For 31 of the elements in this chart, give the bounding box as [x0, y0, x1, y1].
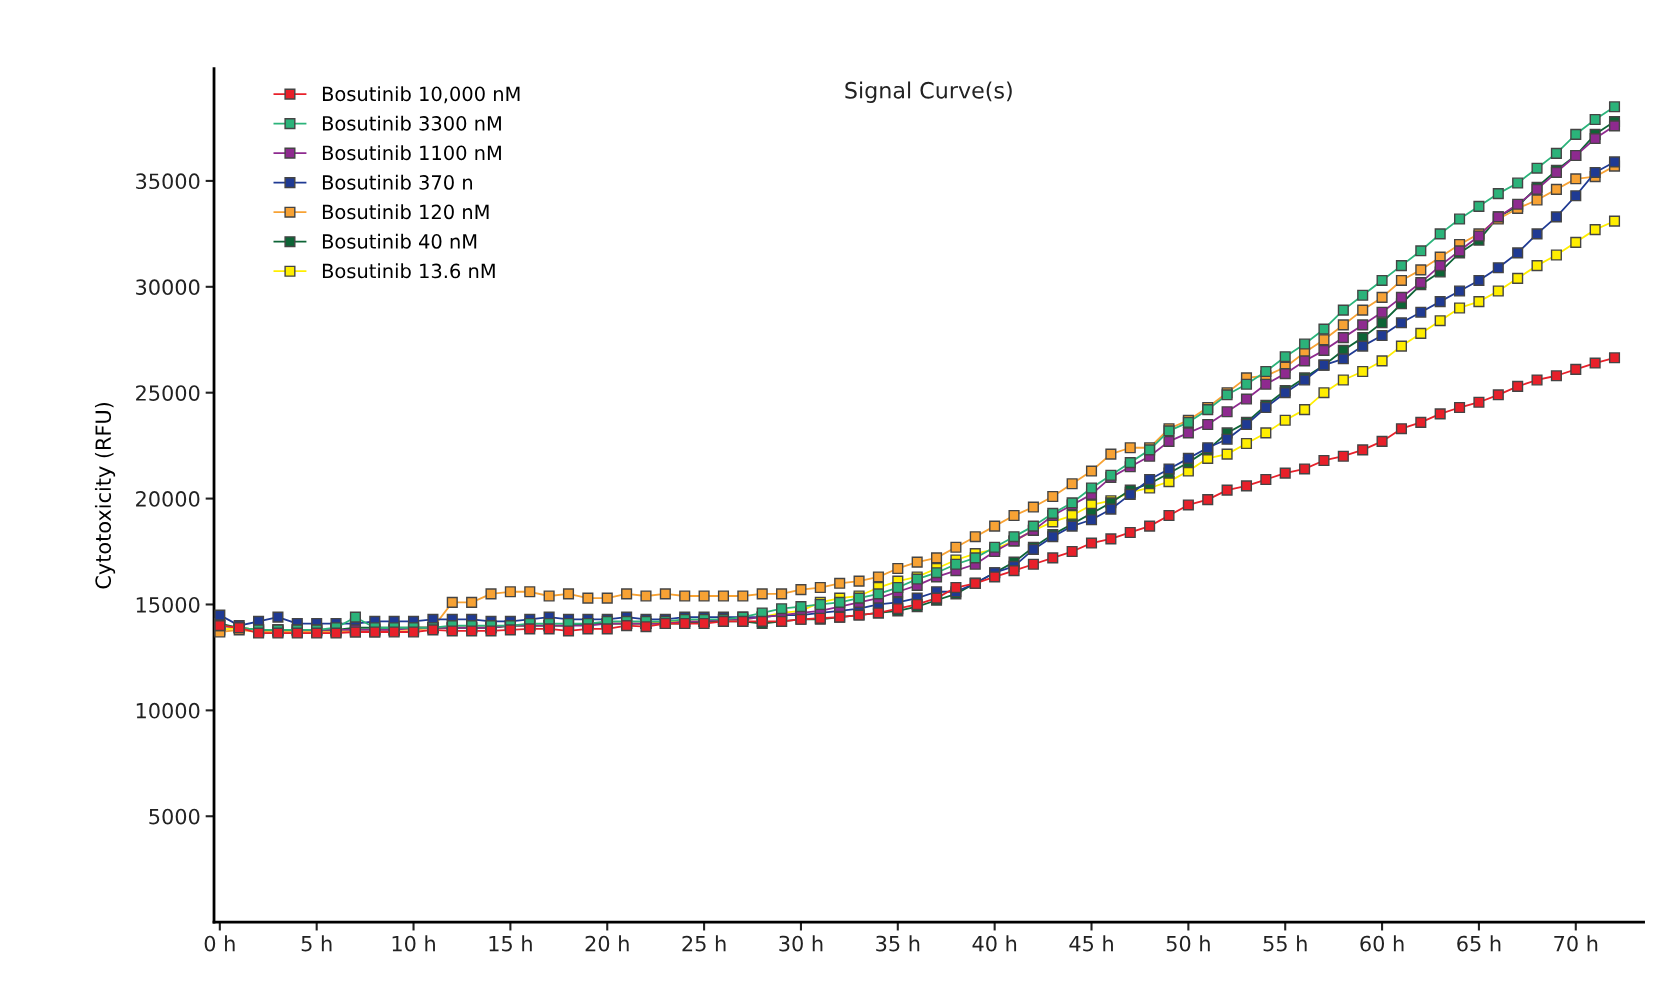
x-tick-label: 10 h	[392, 935, 435, 952]
y-tick-label: 25000	[136, 385, 200, 401]
text: Signal Curve(s)	[845, 81, 1012, 103]
x-tick-label: 50 h	[1166, 935, 1210, 952]
x-tick-label: 55 h	[1263, 935, 1307, 952]
x-tick-label: 5 h	[301, 935, 332, 952]
y-axis-title: Cytotoxicity (RFU)	[94, 402, 116, 589]
legend-label: Bosutinib 40 nM	[322, 233, 477, 249]
x-tick-label: 0 h	[204, 935, 235, 952]
x-tick-label: 35 h	[876, 935, 920, 952]
x-tick-label: 30 h	[779, 935, 823, 952]
legend-label: Bosutinib 1100 nM	[322, 145, 501, 161]
x-tick-label: 45 h	[1069, 935, 1113, 952]
x-tick-label: 15 h	[489, 935, 532, 952]
y-tick-label: 35000	[136, 173, 200, 190]
legend-label: Bosutinib 10,000 nM	[322, 86, 520, 104]
x-tick-label: 20 h	[585, 935, 629, 952]
x-tick-label: 60 h	[1360, 935, 1404, 952]
x-tick-label: 70 h	[1554, 935, 1598, 952]
x-tick-label: 65 h	[1457, 935, 1501, 952]
x-tick-label: 40 h	[972, 935, 1017, 952]
x-tick-label: 25 h	[682, 935, 726, 952]
legend-label: Bosutinib 370 n	[322, 174, 472, 190]
y-tick-label: 20000	[136, 491, 200, 507]
y-tick-label: 10000	[136, 702, 200, 719]
legend-label: Bosutinib 3300 nM	[322, 115, 501, 131]
y-tick-label: 5000	[149, 808, 200, 825]
y-tick-label: 15000	[136, 596, 200, 613]
legend-label: Bosutinib 120 nM	[322, 204, 489, 220]
y-tick-label: 30000	[136, 279, 200, 296]
legend-label: Bosutinib 13.6 nM	[322, 263, 495, 279]
